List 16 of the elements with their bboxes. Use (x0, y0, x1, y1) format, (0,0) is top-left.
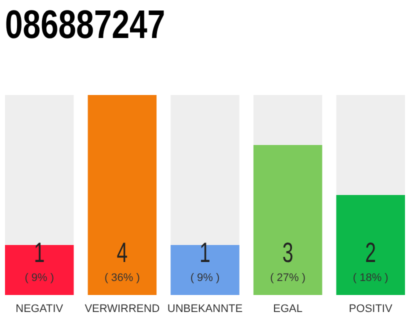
data-label: 1 (34, 238, 45, 269)
annotation: ( 18% ) (352, 272, 388, 284)
x-tick-label: EGAL (273, 303, 302, 315)
x-tick-label: UNBEKANNTE (167, 303, 243, 315)
data-label: 1 (200, 238, 210, 269)
x-tick-label: VERWIRREND (84, 303, 160, 315)
data-label: 4 (116, 238, 128, 269)
chart-title: 086887247 (5, 2, 166, 47)
annotation: ( 36% ) (104, 272, 140, 284)
annotation: ( 9% ) (24, 272, 54, 284)
annotation: ( 9% ) (190, 272, 220, 284)
x-tick-label: POSITIV (348, 303, 393, 315)
data-label: 2 (365, 238, 376, 269)
annotation: ( 27% ) (270, 272, 306, 284)
x-tick-label: NEGATIV (16, 303, 64, 315)
data-label: 3 (282, 238, 294, 269)
